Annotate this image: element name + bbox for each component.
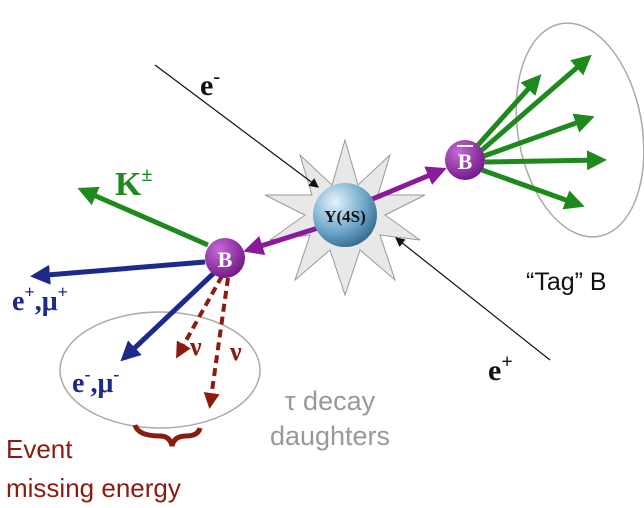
signal-lepton-arrow	[120, 270, 217, 362]
base: e	[12, 286, 24, 317]
b-label: B	[218, 247, 233, 272]
sup: +	[501, 351, 512, 373]
base: e	[488, 354, 501, 387]
neutrino-label: ν	[229, 337, 242, 366]
kaon-arrow	[77, 186, 210, 248]
track	[484, 150, 607, 171]
tau-label: τ decay	[285, 386, 376, 416]
base: K	[115, 166, 142, 203]
sup: -	[84, 364, 90, 384]
b-bar-arrow	[369, 166, 447, 203]
tag-tracks	[476, 54, 607, 210]
signal-lepton-label: e-,μ-	[72, 364, 119, 399]
upsilon-node	[313, 183, 377, 247]
base: ,μ	[90, 368, 113, 399]
sup: -	[213, 66, 220, 88]
tag-lepton-arrow	[30, 259, 206, 285]
tag-ellipse	[515, 22, 644, 238]
track	[480, 54, 592, 152]
sup: +	[24, 282, 34, 302]
missing-brace	[132, 424, 203, 447]
positron-beam	[395, 237, 551, 361]
tag-label: “Tag” B	[526, 268, 607, 296]
sup: ±	[141, 164, 152, 186]
b-bar-node	[445, 140, 485, 180]
signal-ellipse	[59, 311, 261, 429]
electron-label: e-	[200, 66, 220, 102]
tau-label: daughters	[270, 421, 390, 451]
track	[483, 113, 595, 159]
positron-label: e+	[488, 351, 513, 387]
neutrino-arrow	[176, 275, 224, 359]
base: ,μ	[35, 286, 58, 317]
electron-beam	[154, 64, 319, 188]
b-node	[205, 238, 245, 278]
neutrino-label: ν	[189, 332, 202, 361]
neutrino-arrow	[203, 277, 230, 409]
upsilon-label: Υ(4S)	[324, 207, 366, 226]
track	[481, 167, 585, 210]
b-arrow	[243, 225, 319, 256]
sup: -	[113, 364, 119, 384]
base: e	[200, 69, 213, 102]
sup: +	[58, 282, 68, 302]
b-bar-label: B	[458, 149, 473, 174]
kaon-label: K±	[115, 164, 152, 203]
track	[476, 74, 542, 147]
base: e	[72, 368, 84, 399]
missing-label: missing energy	[6, 473, 181, 503]
tag-lepton-label: e+,μ+	[12, 282, 68, 317]
missing-label: Event	[6, 434, 73, 464]
